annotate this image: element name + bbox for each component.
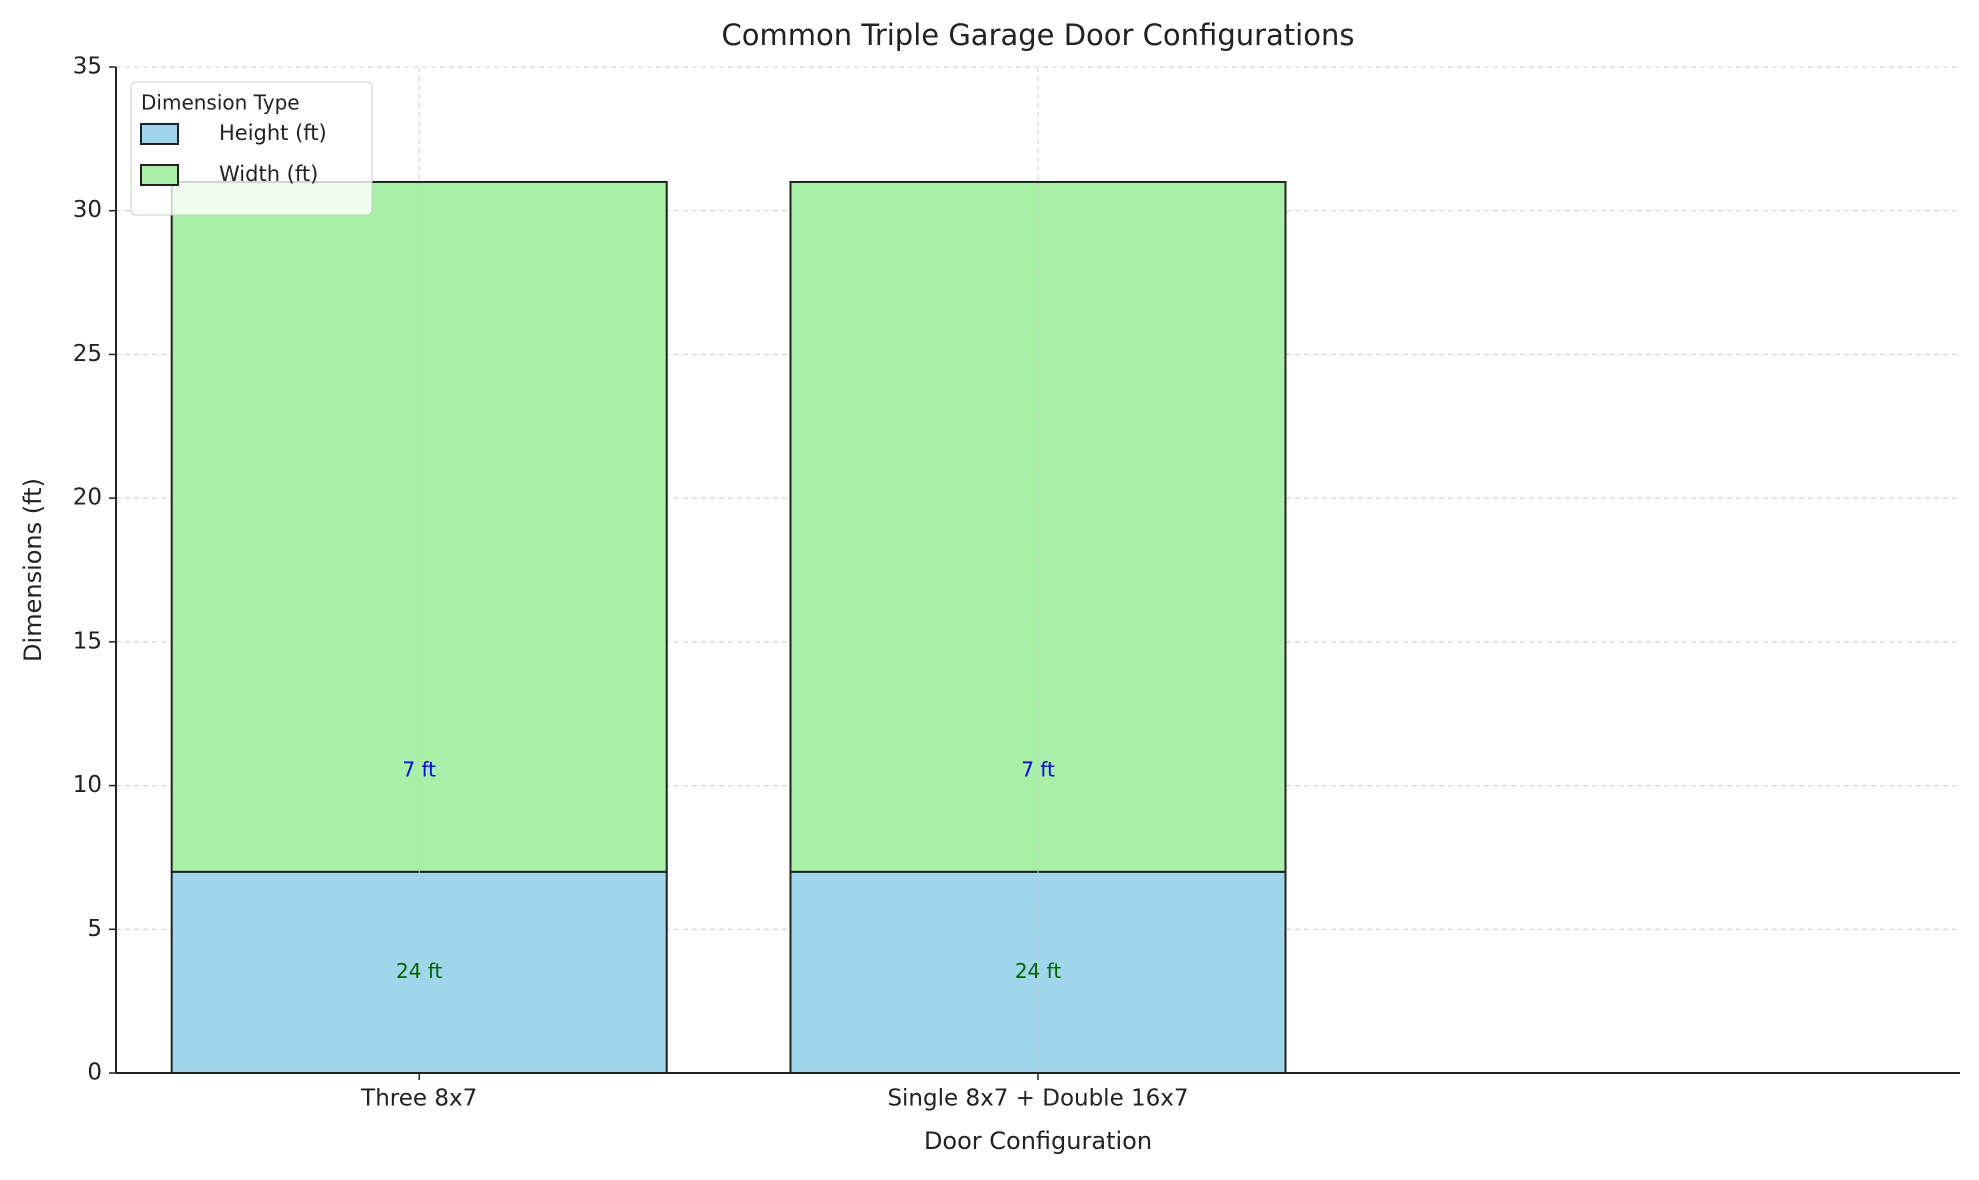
y-tick-label: 0 (87, 1060, 102, 1086)
y-tick-label: 20 (73, 485, 102, 511)
value-label: 24 ft (396, 959, 442, 983)
y-tick-label: 30 (73, 197, 102, 223)
bars (170, 180, 1287, 1074)
legend-swatch (140, 164, 179, 186)
y-tick-label: 15 (73, 628, 102, 654)
x-tick-label: Three 8x7 (360, 1086, 477, 1112)
legend-swatch (140, 123, 179, 145)
legend-title: Dimension Type (141, 91, 300, 115)
y-tick-label: 25 (73, 341, 102, 367)
value-label: 7 ft (402, 758, 436, 782)
y-axis-label: Dimensions (ft) (19, 478, 47, 662)
y-tick-label: 10 (73, 772, 102, 798)
y-tick-label: 5 (87, 916, 102, 942)
value-label: 24 ft (1015, 959, 1061, 983)
legend-label: Height (ft) (219, 121, 327, 145)
y-tick-label: 35 (73, 54, 102, 80)
legend-label: Width (ft) (219, 162, 318, 186)
chart-title: Common Triple Garage Door Configurations (722, 18, 1355, 52)
x-axis-label: Door Configuration (924, 1127, 1152, 1155)
x-tick-label: Single 8x7 + Double 16x7 (887, 1086, 1188, 1112)
value-label: 7 ft (1021, 758, 1055, 782)
legend-box (130, 81, 373, 216)
